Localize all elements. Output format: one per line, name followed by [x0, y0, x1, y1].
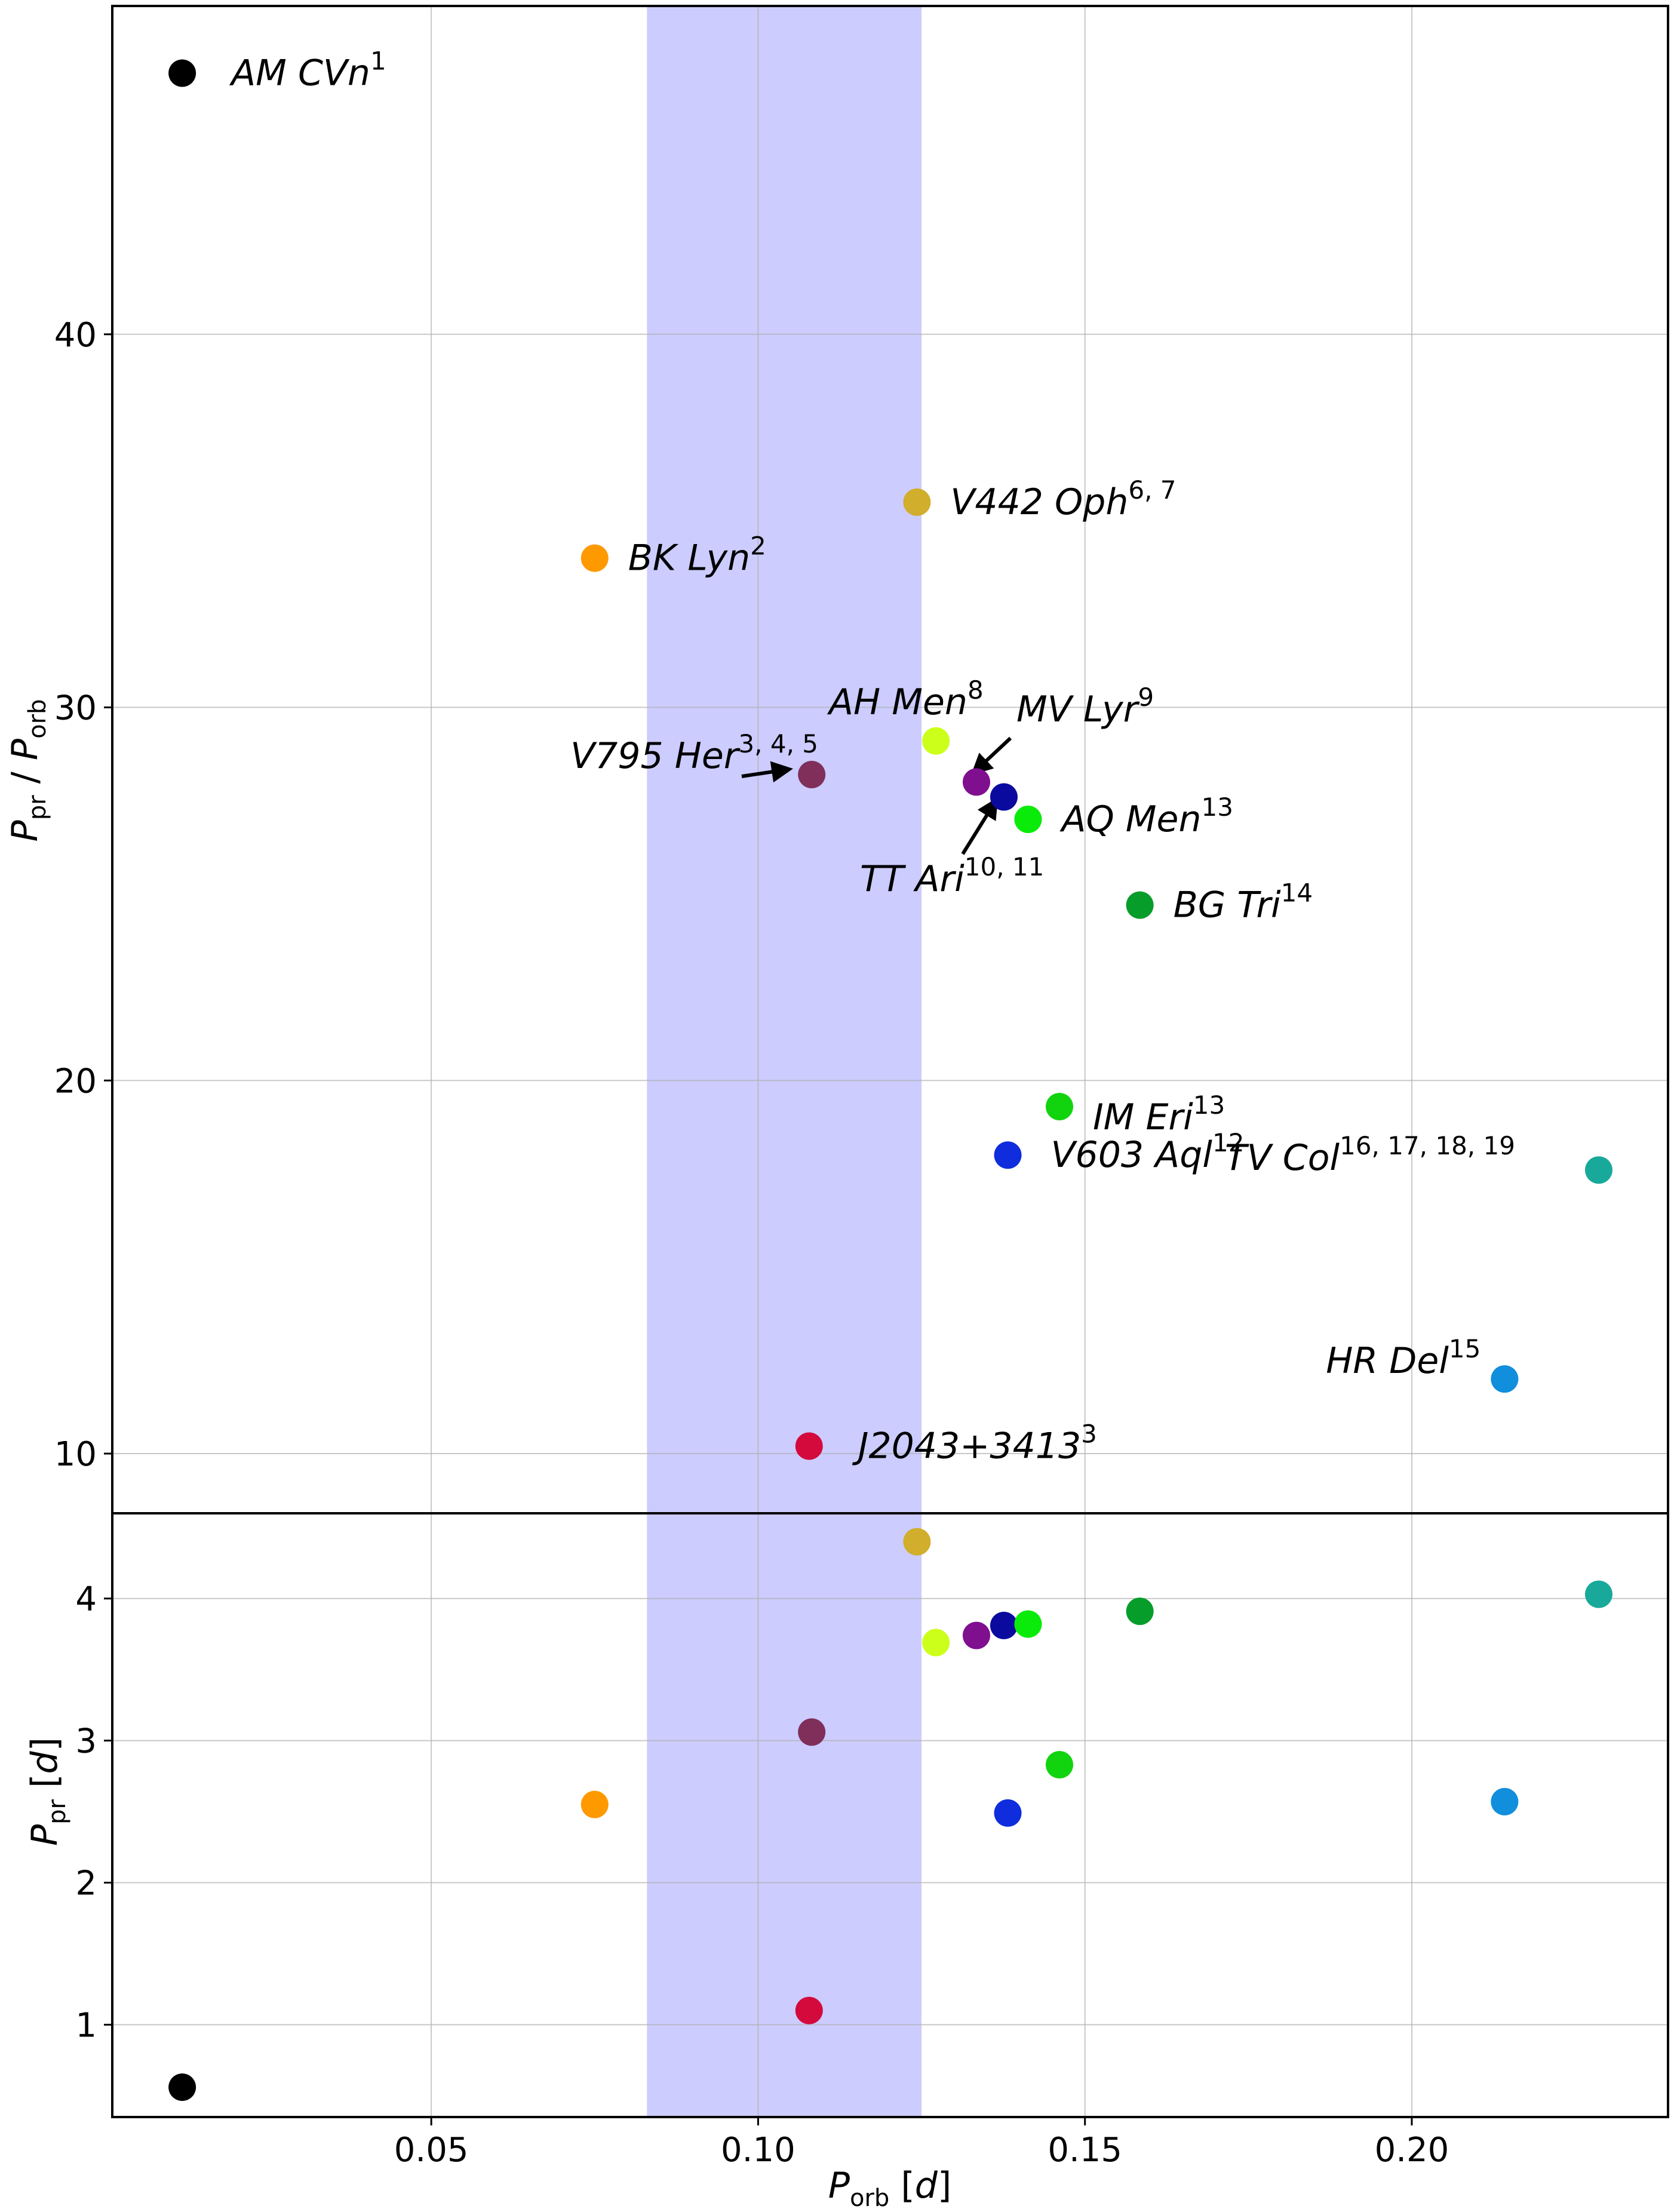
label-arrow [970, 736, 1012, 776]
point-top [903, 488, 931, 516]
y-tick-label-bottom: 4 [75, 1580, 97, 1619]
point-top [1491, 1365, 1519, 1393]
point-label: BK Lyn2 [628, 532, 766, 579]
point-label: MV Lyr9 [1016, 683, 1154, 730]
point-label: V442 Oph6, 7 [950, 475, 1176, 523]
x-tick-label: 0.20 [1375, 2131, 1449, 2170]
point-label: V603 Aql12 [1051, 1128, 1245, 1176]
y-axis-label-bottom: Ppr [d] [24, 1737, 71, 1846]
point-top [922, 727, 950, 755]
point-bottom [1584, 1580, 1612, 1608]
y-tick-label-bottom: 3 [75, 1722, 97, 1761]
point-bottom [962, 1621, 990, 1649]
point-label: AM CVn1 [229, 46, 386, 94]
y-tick-label-bottom: 2 [75, 1864, 97, 1903]
point-bottom [994, 1799, 1022, 1827]
shaded-band [647, 6, 922, 2117]
x-tick-label: 0.05 [394, 2131, 469, 2170]
point-label: AH Men8 [827, 675, 984, 723]
point-top [1126, 891, 1154, 919]
label-arrow [961, 797, 999, 855]
y-tick-label-top: 20 [54, 1062, 97, 1101]
point-bottom [1126, 1597, 1154, 1626]
point-label: TT Ari10, 11 [860, 852, 1044, 900]
point-label: TV Col16, 17, 18, 19 [1225, 1131, 1515, 1179]
point-bottom [580, 1790, 609, 1818]
point-bottom [990, 1611, 1018, 1639]
point-bottom [922, 1629, 950, 1657]
point-label: AQ Men13 [1059, 792, 1233, 840]
y-axis-label-top: Ppr / Porb [4, 699, 51, 842]
point-bottom [795, 1996, 823, 2024]
y-tick-label-bottom: 1 [75, 2006, 97, 2045]
point-bottom [798, 1718, 826, 1746]
y-tick-label-top: 10 [54, 1435, 97, 1474]
point-top [962, 768, 990, 796]
point-top [1014, 805, 1042, 833]
x-axis-label: Porb [d] [828, 2165, 952, 2212]
point-top [798, 760, 826, 788]
point-label: J2043+34133 [852, 1420, 1097, 1467]
point-bottom [1491, 1787, 1519, 1815]
point-top [1045, 1093, 1073, 1121]
point-label: HR Del15 [1326, 1334, 1481, 1382]
x-tick-label: 0.10 [721, 2131, 795, 2170]
point-top [580, 544, 609, 572]
point-bottom [903, 1528, 931, 1556]
point-top [1584, 1156, 1612, 1184]
y-tick-label-top: 40 [54, 316, 97, 355]
point-bottom [1045, 1751, 1073, 1779]
point-label: V795 Her3, 4, 5 [570, 729, 818, 777]
point-top [168, 59, 196, 87]
point-top [795, 1432, 823, 1460]
bottom-panel-frame [111, 1512, 1669, 2118]
y-tick-label-top: 30 [54, 689, 97, 728]
point-top [994, 1141, 1022, 1169]
point-top [990, 783, 1018, 811]
point-label: BG Tri14 [1174, 878, 1313, 926]
x-tick-label: 0.15 [1048, 2131, 1122, 2170]
point-bottom [1014, 1610, 1042, 1638]
point-label: IM Eri13 [1093, 1090, 1225, 1138]
label-arrow [741, 761, 793, 783]
point-bottom [168, 2073, 196, 2102]
